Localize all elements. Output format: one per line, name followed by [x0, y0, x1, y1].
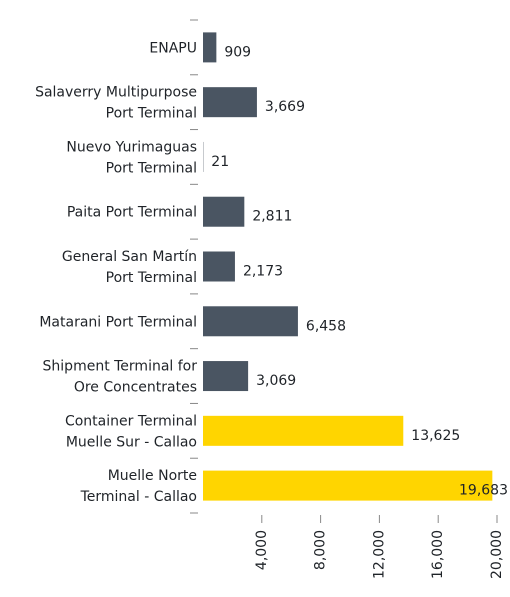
- x-tick-label: 12,000: [371, 530, 387, 579]
- value-label: 2,173: [243, 264, 283, 280]
- x-tick-label: 4,000: [254, 530, 270, 570]
- y-tick-label: Nuevo Yurimaguas Port Terminal: [66, 139, 197, 176]
- bar: [203, 251, 235, 282]
- y-tick-label: Shipment Terminal for Ore Concentrates: [43, 359, 198, 396]
- bar: [203, 470, 493, 501]
- y-tick-label: Salaverry Multipurpose Port Terminal: [35, 85, 197, 122]
- bar: [203, 196, 245, 227]
- y-tick-label: Matarani Port Terminal: [39, 314, 197, 330]
- value-label: 21: [211, 154, 229, 170]
- value-label: 19,683: [459, 483, 508, 499]
- value-label: 13,625: [411, 428, 460, 444]
- y-tick-label: Container Terminal Muelle Sur - Callao: [65, 413, 197, 450]
- value-label: 2,811: [252, 209, 292, 225]
- value-label: 909: [224, 44, 251, 60]
- bar: [203, 87, 257, 118]
- x-tick-label: 20,000: [489, 530, 505, 579]
- x-tick-label: 8,000: [313, 530, 329, 570]
- y-tick-label: Paita Port Terminal: [67, 205, 197, 221]
- bar: [203, 361, 249, 392]
- bar: [203, 306, 298, 337]
- value-label: 3,069: [256, 373, 296, 389]
- value-label: 3,669: [265, 99, 305, 115]
- y-tick-label: ENAPU: [149, 40, 197, 56]
- bar: [203, 415, 404, 446]
- y-tick-label: General San Martín Port Terminal: [62, 249, 197, 286]
- bar: [203, 32, 217, 63]
- y-tick-label: Muelle Norte Terminal - Callao: [80, 468, 197, 505]
- value-label: 6,458: [306, 318, 346, 334]
- x-tick-label: 16,000: [430, 530, 446, 579]
